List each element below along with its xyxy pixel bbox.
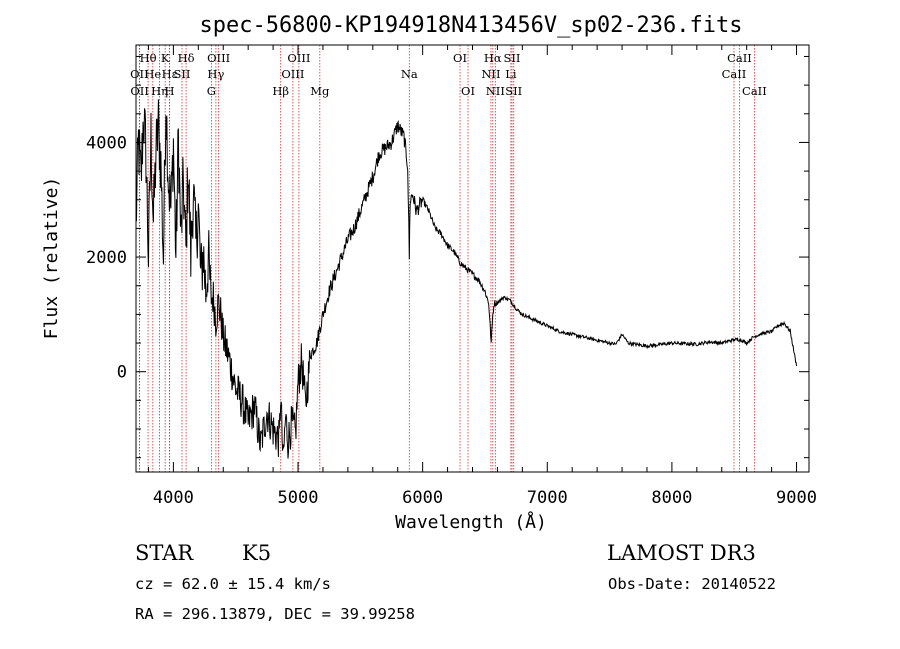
x-tick-label: 7000: [527, 488, 568, 508]
spectral-line-label-15: OIII: [281, 67, 304, 81]
plot-frame: [135, 44, 810, 473]
spectral-line-label-0: OII: [130, 67, 149, 81]
spectrum-line: [135, 99, 797, 459]
spectral-line-labels: OII OII Hθ He Hη K Hε H SII Hδ OIII Hγ G Hβ OIII OIII Mg…: [130, 51, 767, 98]
x-tick-label: 8000: [651, 488, 692, 508]
x-tick-label: 9000: [776, 488, 817, 508]
spectral-line-label-17: Na: [401, 67, 418, 81]
spectral-line-label-14: OIII: [287, 51, 310, 65]
object-subclass: K5: [242, 541, 271, 565]
chart-title: spec-56800-KP194918N413456V_sp02-236.fit…: [199, 13, 742, 38]
spectral-line-label-3: He: [144, 67, 161, 81]
spectral-line-label-6: Hε: [162, 67, 178, 81]
spectral-line-label-20: Hα: [484, 51, 502, 65]
spectral-line-label-10: OIII: [207, 51, 230, 65]
survey-name: LAMOST DR3: [607, 541, 756, 565]
x-tick-label: 4000: [153, 488, 194, 508]
spectral-line-label-24: Li: [505, 67, 517, 81]
x-tick-label: 6000: [402, 488, 443, 508]
y-axis: 0 2000 4000: [86, 55, 809, 459]
spectral-line-label-9: Hδ: [178, 51, 195, 65]
spectral-line-label-26: CaII: [727, 51, 752, 65]
spectral-line-label-1: OII: [130, 84, 149, 98]
spectral-line-label-27: CaII: [722, 67, 747, 81]
spectral-line-label-7: H: [165, 84, 175, 98]
object-class: STAR: [135, 541, 194, 565]
x-tick-label: 5000: [278, 488, 319, 508]
spectral-line-label-12: G: [207, 84, 216, 98]
spectral-line-label-23: SII: [504, 51, 521, 65]
spectral-line-label-13: Hβ: [272, 84, 289, 98]
spectral-line-label-5: K: [161, 51, 170, 65]
redshift-velocity: cz = 62.0 ± 15.4 km/s: [135, 575, 331, 593]
coordinates: RA = 296.13879, DEC = 39.99258: [135, 605, 415, 623]
spectral-line-label-4: Hη: [151, 84, 168, 98]
spectral-line-label-2: Hθ: [140, 51, 157, 65]
spectral-line-label-11: Hγ: [207, 67, 224, 81]
observation-date: Obs-Date: 20140522: [608, 575, 776, 593]
spectral-line-label-16: Mg: [310, 84, 330, 98]
spectral-line-label-18: OI: [453, 51, 467, 65]
x-axis-label: Wavelength (Å): [395, 511, 547, 533]
spectral-line-label-28: CaII: [742, 84, 767, 98]
y-tick-label: 0: [117, 363, 127, 383]
spectral-line-label-8: SII: [174, 67, 191, 81]
spectral-line-label-21: NII: [481, 67, 500, 81]
spectral-line-label-22: NII: [486, 84, 505, 98]
spectral-line-markers: [138, 45, 755, 472]
x-axis: 4000 5000 6000 7000 8000 9000: [147, 45, 817, 508]
spectral-line-label-19: OI: [461, 84, 475, 98]
y-tick-label: 2000: [86, 248, 127, 268]
y-tick-label: 4000: [86, 133, 127, 153]
y-axis-label: Flux (relative): [41, 177, 62, 340]
spectral-line-label-25: SII: [505, 84, 522, 98]
